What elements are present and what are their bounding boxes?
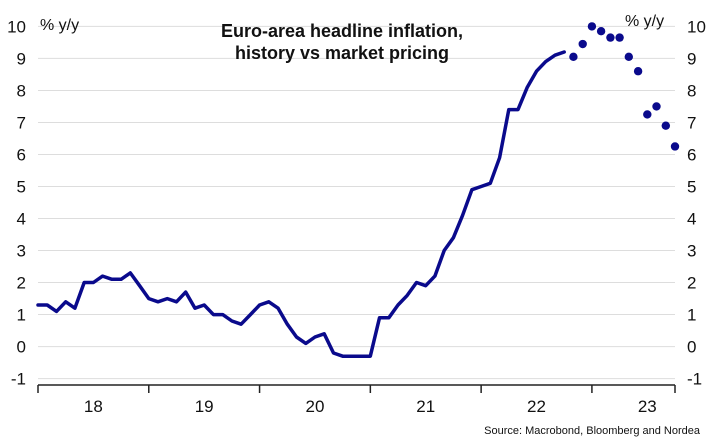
y-tick-right: 2 [687, 274, 696, 293]
market-pricing-point [633, 67, 643, 76]
market-pricing-point [596, 27, 606, 36]
market-pricing-point [578, 39, 587, 49]
market-pricing-point [569, 52, 578, 62]
y-tick-right: 3 [687, 242, 696, 261]
y-tick-labels: -1 -1 0 0 1 1 2 2 3 3 4 4 5 5 6 6 7 7 8 8 9 9 10 10 [7, 17, 706, 388]
series [36, 22, 680, 358]
market-pricing-point [652, 102, 661, 111]
y-tick-left: 0 [17, 338, 26, 357]
market-pricing-point [615, 33, 624, 42]
grid-lines [38, 25, 675, 380]
x-tick-labels: 18 19 20 21 22 23 [84, 397, 657, 416]
y-tick-left: 9 [17, 49, 26, 68]
history-line [36, 50, 566, 358]
y-tick-left: 8 [17, 81, 26, 100]
source-note: Source: Macrobond, Bloomberg and Nordea [484, 425, 701, 437]
y-unit-left: % y/y [40, 17, 79, 34]
market-pricing-point [643, 110, 652, 119]
x-tick-label: 21 [416, 397, 435, 416]
y-unit-right: % y/y [625, 13, 664, 30]
chart-title-line-1: Euro-area headline inflation, [221, 21, 463, 41]
y-tick-left: -1 [11, 370, 26, 389]
y-tick-right: -1 [687, 370, 702, 389]
market-pricing-point [661, 121, 671, 130]
y-tick-right: 9 [687, 49, 696, 68]
chart-title-line-2: history vs market pricing [235, 43, 449, 63]
y-tick-right: 0 [687, 338, 696, 357]
y-tick-right: 7 [687, 113, 696, 132]
y-tick-left: 7 [17, 113, 26, 132]
market-pricing-point [606, 33, 615, 42]
x-tick-label: 22 [527, 397, 546, 416]
y-tick-right: 8 [687, 81, 696, 100]
y-tick-right: 5 [687, 177, 696, 196]
y-tick-left: 4 [17, 210, 26, 229]
y-tick-right: 10 [687, 17, 706, 36]
x-tick-label: 20 [305, 397, 324, 416]
y-tick-left: 2 [17, 274, 26, 293]
y-tick-left: 6 [17, 145, 26, 164]
market-pricing-point [624, 52, 634, 62]
y-tick-right: 4 [687, 210, 696, 229]
x-axis [37, 384, 676, 393]
y-tick-left: 5 [17, 177, 26, 196]
y-tick-right: 6 [687, 145, 696, 164]
y-tick-left: 10 [7, 17, 26, 36]
x-tick-label: 18 [84, 397, 103, 416]
y-tick-left: 1 [17, 306, 26, 325]
x-tick-label: 19 [195, 397, 214, 416]
x-tick-label: 23 [638, 397, 657, 416]
market-pricing-point [670, 142, 680, 151]
y-tick-right: 1 [687, 306, 696, 325]
y-tick-left: 3 [17, 242, 26, 261]
market-pricing-point [587, 22, 597, 31]
